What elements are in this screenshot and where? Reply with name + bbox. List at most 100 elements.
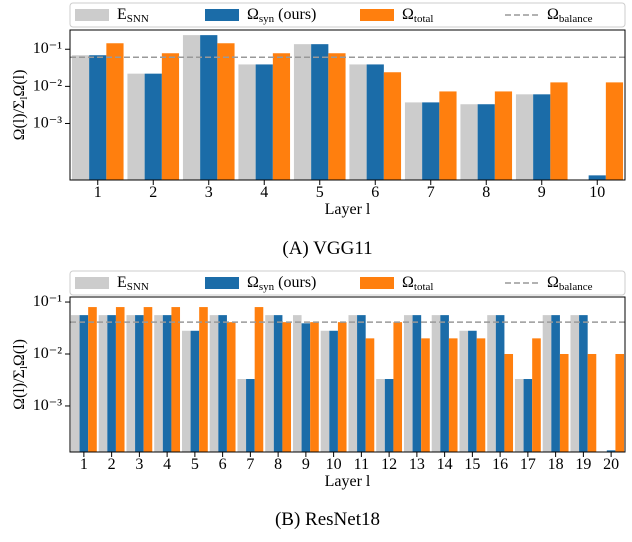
bar: [126, 315, 136, 452]
bar: [606, 450, 616, 452]
bar: [412, 315, 422, 452]
bar: [533, 94, 551, 180]
bar: [579, 315, 588, 452]
x-tick-label: 6: [371, 184, 379, 201]
bar: [98, 315, 108, 452]
bar: [357, 315, 366, 452]
y-tick-label: 10⁻¹: [33, 293, 62, 310]
x-tick-label: 5: [316, 184, 324, 201]
bar: [135, 315, 144, 452]
bar: [376, 379, 385, 452]
x-tick-label: 11: [354, 456, 369, 473]
bar: [272, 53, 291, 180]
bar: [393, 322, 403, 452]
bar: [476, 338, 486, 452]
bar: [348, 315, 358, 452]
bar: [495, 315, 505, 452]
legend-box: [69, 2, 626, 28]
bar: [182, 35, 201, 180]
bar: [349, 64, 367, 180]
bar: [71, 55, 90, 181]
bar: [366, 64, 384, 180]
bar: [246, 379, 255, 452]
y-tick-label: 10⁻¹: [33, 40, 62, 57]
x-tick-label: 14: [437, 456, 453, 473]
bar: [79, 315, 89, 452]
x-axis-label: Layer l: [325, 473, 371, 490]
bar: [440, 315, 449, 452]
x-tick-label: 4: [260, 184, 268, 201]
legend-box: [69, 270, 626, 296]
bar: [127, 73, 145, 180]
bar: [199, 307, 208, 452]
x-tick-label: 10: [326, 456, 342, 473]
bar: [403, 315, 413, 452]
legend-swatch: [360, 9, 394, 21]
bar: [162, 315, 172, 452]
bar: [226, 322, 236, 452]
bar: [494, 91, 513, 180]
bar: [588, 175, 606, 180]
bar: [383, 72, 402, 180]
bar: [115, 307, 125, 452]
legend-swatch: [205, 9, 239, 21]
bar: [238, 64, 256, 180]
bar: [171, 307, 181, 452]
bar: [605, 82, 624, 180]
x-tick-label: 6: [219, 456, 227, 473]
plot-frame: [69, 296, 626, 453]
legend-label: Ωtotal: [402, 6, 433, 25]
x-tick-label: 15: [464, 456, 480, 473]
legend-label: Ωsyn (ours): [247, 6, 316, 25]
bar: [292, 315, 302, 452]
x-tick-label: 18: [548, 456, 564, 473]
bar: [460, 104, 478, 180]
bar: [477, 104, 495, 180]
x-tick-label: 3: [135, 456, 143, 473]
x-tick-label: 12: [381, 456, 397, 473]
bar: [328, 53, 346, 180]
bar: [329, 330, 338, 452]
x-axis-label: Layer l: [325, 201, 371, 218]
bar: [487, 315, 496, 452]
bar: [448, 338, 458, 452]
bar: [468, 330, 477, 452]
plot-frame: [69, 29, 626, 181]
bar: [265, 315, 274, 452]
legend-label: Ωsyn (ours): [247, 274, 316, 293]
y-axis-label: Ω(l)/ΣlΩ(l): [11, 70, 30, 141]
legend-swatch: [360, 277, 394, 289]
bar: [365, 338, 375, 452]
bar: [431, 315, 441, 452]
bar: [282, 322, 292, 452]
x-tick-label: 4: [163, 456, 171, 473]
x-tick-label: 9: [538, 184, 546, 201]
bar: [200, 35, 218, 180]
bar: [514, 379, 524, 452]
y-tick-label: 10⁻³: [33, 397, 62, 414]
y-tick-label: 10⁻²: [33, 345, 62, 362]
legend-swatch: [75, 277, 109, 289]
x-tick-label: 8: [482, 184, 490, 201]
bar: [404, 102, 423, 180]
bar: [301, 323, 311, 452]
bar: [190, 330, 200, 452]
x-tick-label: 3: [205, 184, 213, 201]
bar: [523, 379, 533, 452]
bar: [70, 315, 80, 452]
bar: [89, 55, 107, 181]
legend-label: Ωbalance: [547, 274, 593, 293]
bar: [384, 379, 394, 452]
bar: [337, 322, 347, 452]
legend-swatch: [75, 9, 109, 21]
caption: (A) VGG11: [282, 238, 372, 259]
bar: [237, 379, 247, 452]
bar: [615, 353, 625, 452]
bar: [570, 315, 580, 452]
bar: [217, 43, 235, 180]
x-tick-label: 1: [80, 456, 88, 473]
x-tick-label: 13: [409, 456, 425, 473]
bar: [550, 82, 568, 180]
